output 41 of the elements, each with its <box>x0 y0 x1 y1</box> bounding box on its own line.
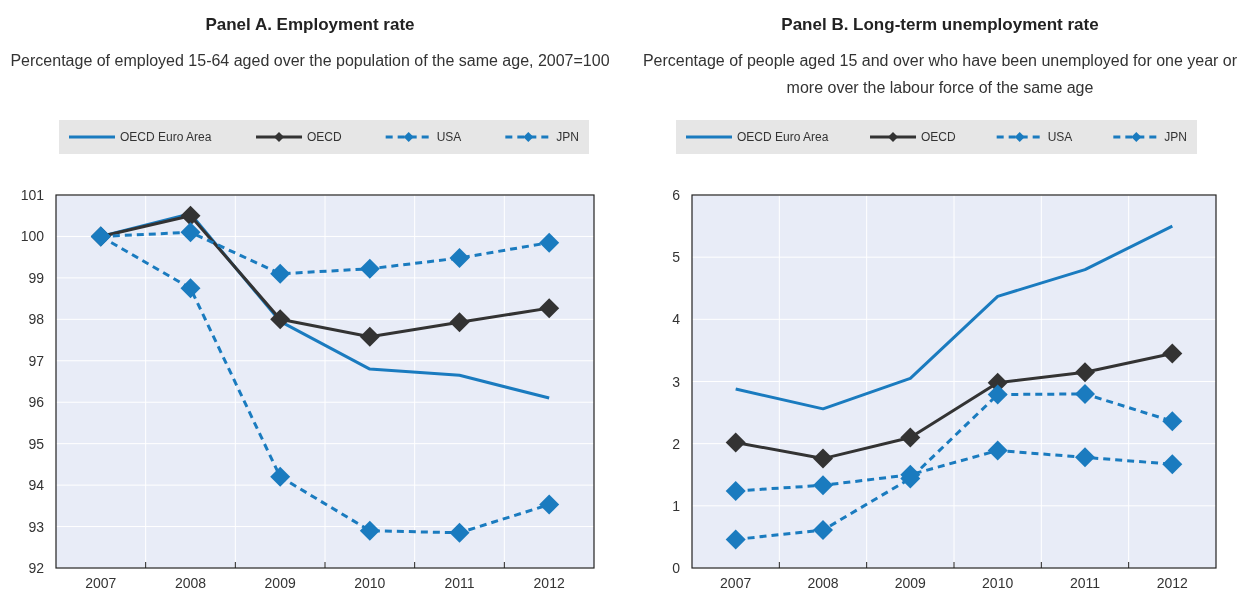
y-tick-label: 1 <box>672 497 681 514</box>
legend-label: OECD <box>921 130 957 144</box>
y-tick-label: 96 <box>28 394 45 411</box>
legend-label: JPN <box>556 130 579 144</box>
x-tick-label: 2007 <box>85 575 117 591</box>
chart-subtitle: Percentage of people aged 15 and over who have been unemployed for one year or more over the labour force of the same age <box>642 52 1238 96</box>
legend-label: USA <box>436 130 462 144</box>
chart-subtitle: Percentage of employed 15-64 aged over the population of the same age, 2007=100 <box>10 52 610 69</box>
chart-title: Panel B. Long-term unemployment rate <box>781 15 1099 34</box>
legend-label: USA <box>1047 130 1073 144</box>
x-tick-label: 2008 <box>807 575 839 591</box>
x-tick-label: 2010 <box>982 575 1014 591</box>
y-tick-label: 4 <box>672 311 681 328</box>
y-tick-label: 101 <box>20 187 45 203</box>
legend-label: OECD Euro Area <box>737 130 829 144</box>
y-tick-label: 95 <box>28 435 45 452</box>
x-tick-label: 2009 <box>264 575 296 591</box>
y-tick-label: 92 <box>28 560 45 576</box>
y-tick-label: 5 <box>672 249 681 266</box>
y-tick-label: 99 <box>28 269 45 286</box>
x-tick-label: 2007 <box>720 575 752 591</box>
legend-label: OECD <box>307 130 343 144</box>
x-tick-label: 2012 <box>533 575 565 591</box>
y-tick-label: 100 <box>20 228 45 245</box>
y-tick-label: 93 <box>28 518 45 535</box>
y-tick-label: 3 <box>672 373 681 390</box>
y-tick-label: 6 <box>672 187 681 203</box>
x-tick-label: 2009 <box>894 575 927 591</box>
x-tick-label: 2012 <box>1156 575 1189 591</box>
x-tick-label: 2011 <box>1069 575 1101 591</box>
y-tick-label: 0 <box>672 560 681 576</box>
y-tick-label: 97 <box>28 352 45 369</box>
legend-label: JPN <box>1164 130 1187 144</box>
x-tick-label: 2008 <box>174 575 207 591</box>
legend-label: OECD Euro Area <box>120 130 212 144</box>
y-tick-label: 2 <box>672 435 681 452</box>
y-tick-label: 98 <box>28 311 45 328</box>
chart-title: Panel A. Employment rate <box>205 15 415 34</box>
x-tick-label: 2011 <box>444 575 475 591</box>
y-tick-label: 94 <box>28 477 45 494</box>
x-tick-label: 2010 <box>354 575 386 591</box>
